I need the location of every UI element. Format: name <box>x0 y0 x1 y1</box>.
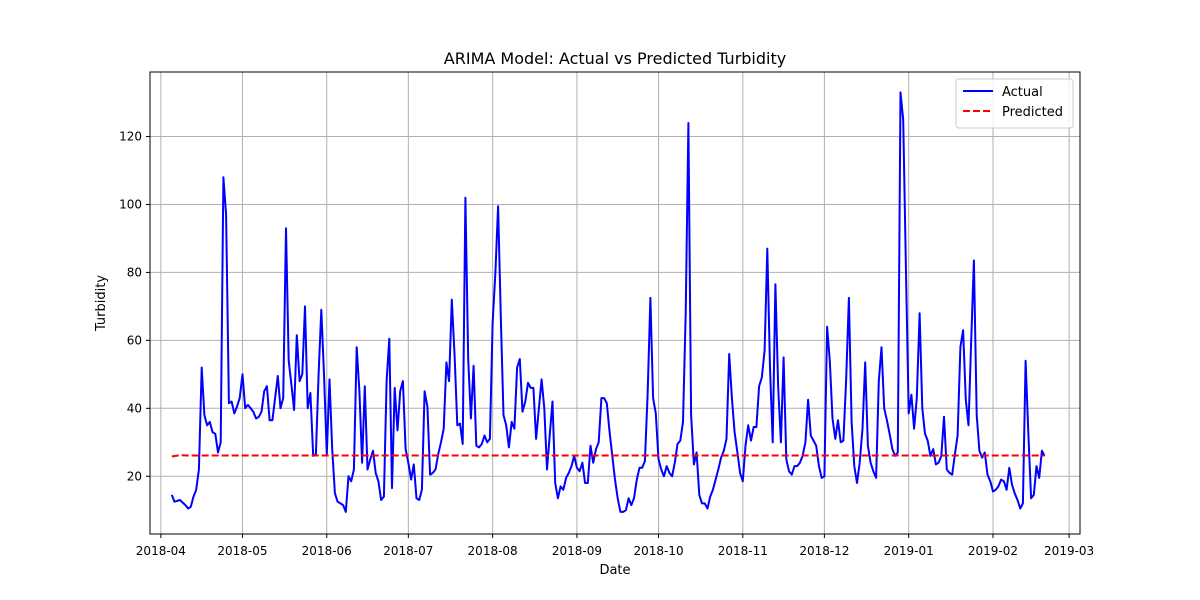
y-tick-label: 100 <box>119 197 142 211</box>
legend-label-predicted: Predicted <box>1002 105 1063 120</box>
x-tick-label: 2018-06 <box>302 544 352 558</box>
chart-title: ARIMA Model: Actual vs Predicted Turbidi… <box>444 49 786 68</box>
x-axis-label: Date <box>599 563 630 578</box>
plot-frame <box>149 71 1081 535</box>
x-tick-label: 2019-01 <box>884 544 934 558</box>
legend-label-actual: Actual <box>1002 85 1043 100</box>
plot-series <box>170 91 1046 513</box>
y-tick-label: 40 <box>127 401 142 415</box>
y-tick-label: 60 <box>127 333 142 347</box>
x-tick-label: 2018-09 <box>552 544 602 558</box>
x-tick-label: 2018-07 <box>383 544 433 558</box>
axis-ticks: 2018-04 2018-05 2018-06 2018-07 2018-08 2018-… <box>119 130 1094 558</box>
y-tick-label: 80 <box>127 265 142 279</box>
x-tick-label: 2019-02 <box>968 544 1018 558</box>
series-line-actual <box>170 91 1046 513</box>
x-tick-label: 2018-08 <box>468 544 518 558</box>
grid <box>150 72 1080 534</box>
legend: Actual Predicted <box>955 78 1074 129</box>
y-tick-label: 120 <box>119 130 142 144</box>
x-tick-label: 2018-05 <box>217 544 267 558</box>
x-tick-label: 2018-11 <box>718 544 768 558</box>
x-tick-label: 2019-03 <box>1044 544 1094 558</box>
series-line-predicted <box>171 454 1045 458</box>
x-tick-label: 2018-10 <box>633 544 683 558</box>
y-tick-label: 20 <box>127 469 142 483</box>
y-axis-label: Turbidity <box>94 275 109 332</box>
x-tick-label: 2018-04 <box>136 544 186 558</box>
x-tick-label: 2018-12 <box>799 544 849 558</box>
